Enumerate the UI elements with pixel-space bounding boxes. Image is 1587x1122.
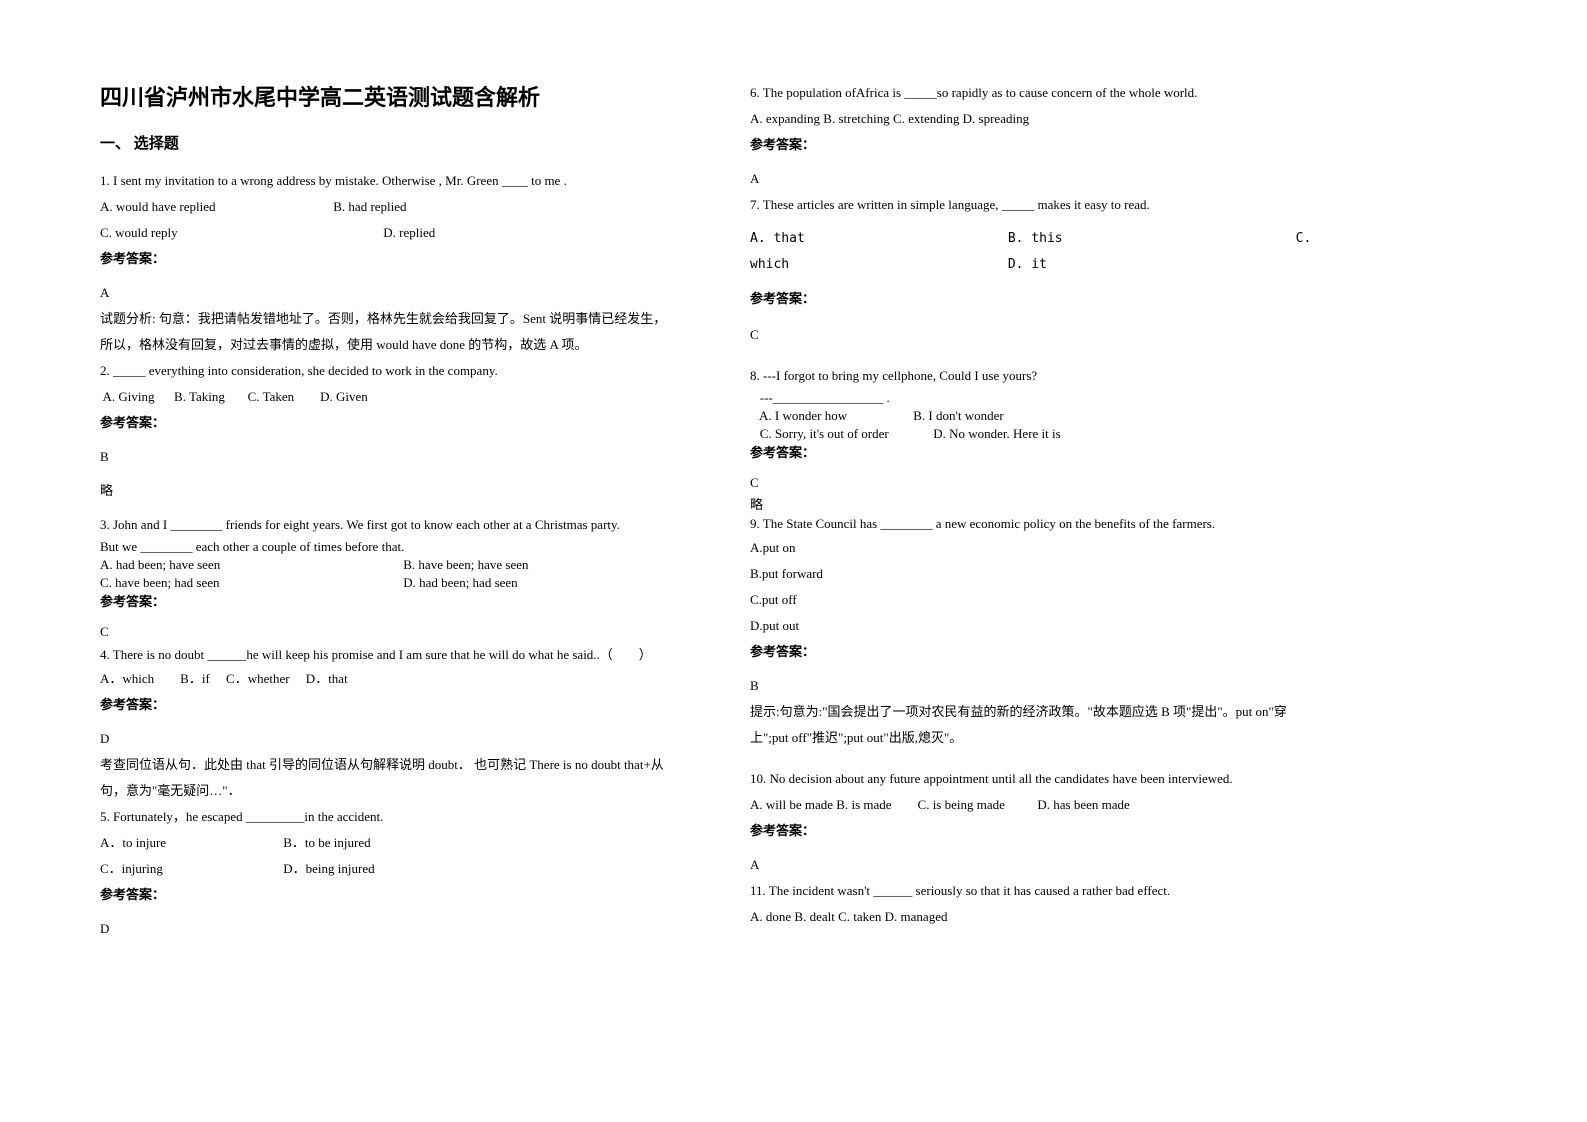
q1-answer-label: 参考答案： [100,246,670,272]
q4-answer-label: 参考答案： [100,692,670,718]
q3-options-ab: A. had been; have seen B. have been; hav… [100,556,670,574]
q5-options-ab: A．to injure B．to be injured [100,830,670,856]
q1-explain1: 试题分析: 句意：我把请帖发错地址了。否则，格林先生就会给我回复了。Sent 说… [100,306,670,332]
q3-optB: B. have been; have seen [403,557,528,572]
q2-note: 略 [100,478,670,504]
q1-optD: D. replied [383,225,435,240]
q8-line2: ---_________________ . [750,389,1320,407]
q3-optC: C. have been; had seen [100,574,400,592]
q4-explain2: 句，意为"毫无疑问…"． [100,778,670,804]
q8-optC: C. Sorry, it's out of order [750,425,930,443]
q11-text: 11. The incident wasn't ______ seriously… [750,878,1320,904]
q9-answer: B [750,673,1320,699]
q7-optB: B. this [1008,226,1288,252]
q7-text: 7. These articles are written in simple … [750,192,1320,218]
q1-answer: A [100,280,670,306]
q9-optA: A.put on [750,535,1320,561]
q10-options: A. will be made B. is made C. is being m… [750,792,1320,818]
q3-optA: A. had been; have seen [100,556,400,574]
q3-answer: C [100,619,670,645]
q9-optC: C.put off [750,587,1320,613]
q9-answer-label: 参考答案： [750,639,1320,665]
q8-answer: C [750,470,1320,496]
q7-optC: C. [1296,231,1312,246]
q7-optA: A. that [750,226,1000,252]
page-title: 四川省泸州市水尾中学高二英语测试题含解析 [100,80,670,112]
q1-text: 1. I sent my invitation to a wrong addre… [100,168,670,194]
q2-answer-label: 参考答案： [100,410,670,436]
left-column: 四川省泸州市水尾中学高二英语测试题含解析 一、 选择题 1. I sent my… [100,80,670,942]
q5-answer-label: 参考答案： [100,882,670,908]
q7-options-row1: A. that B. this C. [750,226,1320,252]
q1-options-cd: C. would reply D. replied [100,220,670,246]
q5-optC: C．injuring [100,856,280,882]
q1-options-ab: A. would have replied B. had replied [100,194,670,220]
q2-text: 2. _____ everything into consideration, … [100,358,670,384]
q3-answer-label: 参考答案： [100,593,670,611]
q5-optA: A．to injure [100,830,280,856]
q9-optB: B.put forward [750,561,1320,587]
q8-line1: 8. ---I forgot to bring my cellphone, Co… [750,363,1320,389]
q4-explain1: 考查同位语从句．此处由 that 引导的同位语从句解释说明 doubt． 也可熟… [100,752,670,778]
q4-answer: D [100,726,670,752]
q1-optB: B. had replied [333,199,406,214]
q8-options-cd: C. Sorry, it's out of order D. No wonder… [750,425,1320,443]
q8-optB: B. I don't wonder [913,408,1003,423]
q8-note: 略 [750,496,1320,514]
q1-explain2: 所以，格林没有回复，对过去事情的虚拟，使用 would have done 的节… [100,332,670,358]
q1-optC: C. would reply [100,220,380,246]
q7-optCcont: which [750,252,1000,278]
q8-answer-label: 参考答案： [750,444,1320,462]
q5-text: 5. Fortunately，he escaped _________in th… [100,804,670,830]
q3-optD: D. had been; had seen [403,575,517,590]
q5-options-cd: C．injuring D．being injured [100,856,670,882]
q10-answer: A [750,852,1320,878]
q9-explain2: 上";put off"推迟";put out"出版,熄灭"。 [750,725,1320,751]
q5-optD: D．being injured [283,861,374,876]
q8-optD: D. No wonder. Here it is [933,426,1060,441]
q1-optA: A. would have replied [100,194,330,220]
right-column: 6. The population ofAfrica is _____so ra… [750,80,1320,942]
q7-answer: C [750,322,1320,348]
q6-answer-label: 参考答案： [750,132,1320,158]
q6-answer: A [750,166,1320,192]
q3-line1: 3. John and I ________ friends for eight… [100,512,670,538]
q6-text: 6. The population ofAfrica is _____so ra… [750,80,1320,106]
q9-explain1: 提示:句意为:"国会提出了一项对农民有益的新的经济政策。"故本题应选 B 项"提… [750,699,1320,725]
q7-answer-label: 参考答案： [750,286,1320,312]
q7-optD: D. it [1008,257,1047,272]
section-header: 一、 选择题 [100,132,670,153]
q10-answer-label: 参考答案： [750,818,1320,844]
q9-optD: D.put out [750,613,1320,639]
q2-options: A. Giving B. Taking C. Taken D. Given [100,384,670,410]
q5-optB: B．to be injured [283,835,370,850]
q4-text: 4. There is no doubt ______he will keep … [100,645,670,666]
q3-options-cd: C. have been; had seen D. had been; had … [100,574,670,592]
q10-text: 10. No decision about any future appoint… [750,766,1320,792]
q11-options: A. done B. dealt C. taken D. managed [750,904,1320,930]
q4-options: A．which B．if C．whether D．that [100,666,670,692]
q8-optA: A. I wonder how [750,407,910,425]
q6-options: A. expanding B. stretching C. extending … [750,106,1320,132]
q8-options-ab: A. I wonder how B. I don't wonder [750,407,1320,425]
q9-text: 9. The State Council has ________ a new … [750,514,1320,535]
q3-line2: But we ________ each other a couple of t… [100,538,670,556]
q5-answer: D [100,916,670,942]
q7-options-row2: which D. it [750,252,1320,278]
q2-answer: B [100,444,670,470]
